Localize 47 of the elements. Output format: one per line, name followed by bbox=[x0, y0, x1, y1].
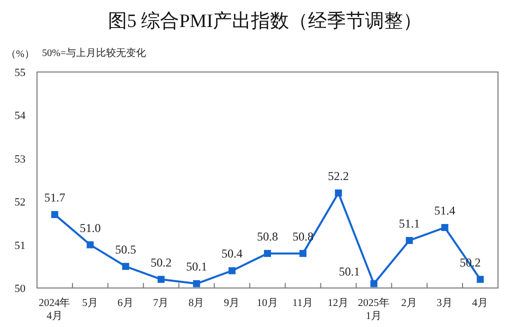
data-label: 51.7 bbox=[44, 190, 66, 205]
point bbox=[441, 224, 448, 232]
y-tick-label: 52 bbox=[14, 196, 26, 209]
y-tick-label: 54 bbox=[14, 110, 26, 122]
data-label: 50.4 bbox=[222, 246, 243, 261]
point bbox=[51, 211, 58, 218]
text: 50%=与上月比较无变化 bbox=[42, 47, 146, 59]
point bbox=[193, 280, 200, 288]
data-label: 51.4 bbox=[434, 204, 456, 218]
x-tick-label: 10月 bbox=[256, 297, 278, 309]
data-label: 51.0 bbox=[80, 220, 101, 235]
x-tick-label: 4月 bbox=[472, 297, 488, 309]
data-label: 50.8 bbox=[257, 229, 278, 244]
data-label: 50.5 bbox=[115, 242, 136, 256]
x-tick-label: 6月 bbox=[118, 297, 134, 309]
y-tick-label: 53 bbox=[14, 153, 26, 166]
point bbox=[122, 262, 130, 270]
x-tick-label: 5月 bbox=[82, 297, 98, 309]
data-label: 50.8 bbox=[292, 229, 314, 244]
data-label: 50.1 bbox=[186, 260, 208, 274]
point bbox=[264, 250, 271, 257]
x-tick-label: 3月 bbox=[436, 297, 453, 309]
chart-title: 图5 综合PMI产出指数（经季节调整） bbox=[108, 11, 422, 32]
y-tick-label: 50 bbox=[14, 283, 26, 295]
y-tick-label: 55 bbox=[14, 67, 26, 79]
x-tick-label: 2025年1月 bbox=[358, 297, 390, 322]
point bbox=[228, 267, 236, 274]
x-tick-label: 9月 bbox=[224, 297, 240, 309]
point bbox=[86, 241, 94, 248]
point bbox=[370, 280, 378, 288]
point bbox=[299, 250, 306, 257]
data-label: 50.1 bbox=[338, 264, 360, 279]
x-tick-label: 11月 bbox=[292, 297, 314, 309]
point bbox=[158, 276, 165, 283]
y-tick-label: 51 bbox=[14, 240, 26, 252]
x-tick-label: 8月 bbox=[188, 297, 205, 309]
data-label: 51.1 bbox=[398, 216, 420, 230]
y-axis-title: （%） bbox=[6, 49, 34, 60]
x-tick-label: 2月 bbox=[401, 297, 418, 309]
data-label: 50.2 bbox=[150, 255, 172, 270]
point bbox=[406, 236, 413, 244]
x-tick-label: 12月 bbox=[328, 297, 350, 309]
point bbox=[334, 189, 342, 196]
x-tick-label: 2024年4月 bbox=[38, 297, 71, 322]
point bbox=[476, 276, 484, 283]
x-tick-label: 7月 bbox=[152, 297, 170, 309]
data-label: 52.2 bbox=[328, 168, 349, 183]
